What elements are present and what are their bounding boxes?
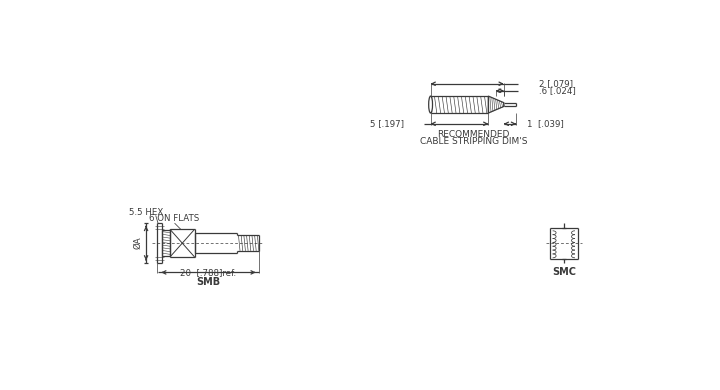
Text: SMC: SMC — [552, 268, 576, 277]
Polygon shape — [488, 96, 504, 113]
Text: 2 [.079]: 2 [.079] — [539, 79, 573, 88]
Text: 20  [.788]ref.: 20 [.788]ref. — [181, 268, 236, 277]
Text: SMB: SMB — [197, 277, 220, 287]
Text: 5 [.197]: 5 [.197] — [369, 119, 404, 128]
Text: CABLE STRIPPING DIM'S: CABLE STRIPPING DIM'S — [420, 137, 527, 146]
Text: 5.5 HEX: 5.5 HEX — [129, 208, 163, 217]
Text: 6 ON FLATS: 6 ON FLATS — [150, 214, 199, 223]
Ellipse shape — [428, 96, 433, 113]
Text: .6 [.024]: .6 [.024] — [539, 86, 576, 95]
Text: ØA: ØA — [133, 237, 143, 250]
Text: 1  [.039]: 1 [.039] — [527, 119, 564, 128]
Text: RECOMMENDED: RECOMMENDED — [437, 130, 510, 139]
